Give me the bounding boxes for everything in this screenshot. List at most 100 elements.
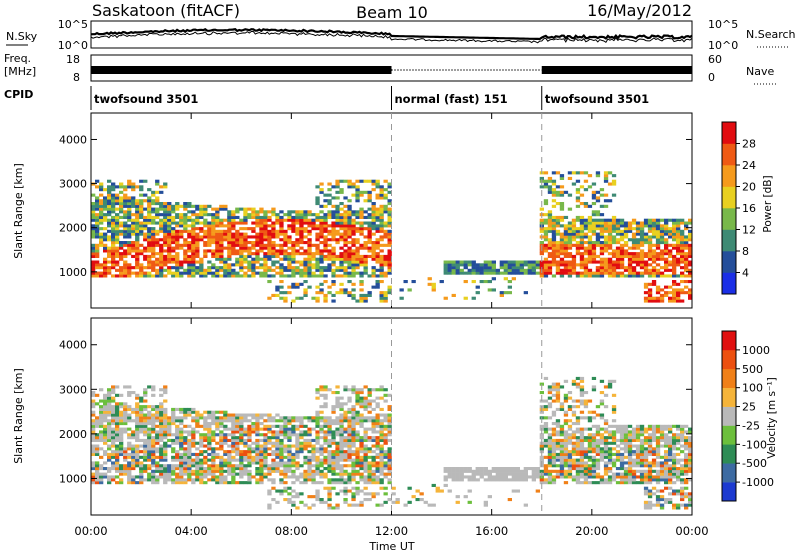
heatmap-cell	[191, 258, 195, 261]
heatmap-cell	[680, 247, 684, 250]
heatmap-cell	[520, 475, 524, 478]
heatmap-cell	[572, 445, 576, 448]
heatmap-cell	[548, 447, 552, 450]
heatmap-cell	[235, 210, 239, 213]
heatmap-cell	[376, 255, 380, 258]
heatmap-cell	[239, 442, 243, 445]
heatmap-cell	[131, 205, 135, 208]
heatmap-cell	[187, 430, 191, 433]
heatmap-cell	[167, 255, 171, 258]
heatmap-cell	[175, 235, 179, 238]
heatmap-cell	[564, 461, 568, 464]
heatmap-cell	[163, 456, 167, 459]
heatmap-cell	[99, 188, 103, 191]
heatmap-cell	[384, 450, 388, 453]
heatmap-cell	[203, 213, 207, 216]
heatmap-cell	[408, 501, 412, 504]
heatmap-cell	[163, 422, 167, 425]
heatmap-cell	[456, 470, 460, 473]
heatmap-cell	[223, 205, 227, 208]
heatmap-cell	[600, 205, 604, 208]
heatmap-cell	[139, 456, 143, 459]
heatmap-cell	[604, 171, 608, 174]
heatmap-cell	[616, 224, 620, 227]
heatmap-cell	[592, 450, 596, 453]
heatmap-cell	[327, 252, 331, 255]
heatmap-cell	[351, 391, 355, 394]
heatmap-cell	[556, 272, 560, 275]
heatmap-cell	[648, 283, 652, 286]
heatmap-cell	[568, 464, 572, 467]
heatmap-cell	[203, 272, 207, 275]
heatmap-cell	[291, 258, 295, 261]
heatmap-cell	[195, 252, 199, 255]
heatmap-cell	[131, 419, 135, 422]
heatmap-cell	[99, 219, 103, 222]
heatmap-cell	[359, 244, 363, 247]
heatmap-cell	[119, 210, 123, 213]
heatmap-cell	[568, 439, 572, 442]
heatmap-cell	[287, 430, 291, 433]
heatmap-cell	[652, 269, 656, 272]
heatmap-cell	[171, 233, 175, 236]
heatmap-cell	[283, 249, 287, 252]
heatmap-cell	[376, 388, 380, 391]
heatmap-cell	[668, 235, 672, 238]
heatmap-cell	[311, 473, 315, 476]
heatmap-cell	[275, 286, 279, 289]
heatmap-cell	[560, 216, 564, 219]
heatmap-cell	[139, 180, 143, 183]
heatmap-cell	[151, 422, 155, 425]
heatmap-cell	[584, 252, 588, 255]
heatmap-cell	[231, 473, 235, 476]
heatmap-cell	[668, 291, 672, 294]
heatmap-cell	[335, 481, 339, 484]
heatmap-cell	[335, 506, 339, 509]
heatmap-cell	[227, 269, 231, 272]
heatmap-cell	[115, 464, 119, 467]
heatmap-cell	[556, 263, 560, 266]
heatmap-cell	[364, 461, 368, 464]
heatmap-cell	[227, 235, 231, 238]
heatmap-cell	[648, 230, 652, 233]
heatmap-cell	[159, 274, 163, 277]
heatmap-cell	[271, 255, 275, 258]
heatmap-cell	[151, 436, 155, 439]
heatmap-cell	[384, 501, 388, 504]
heatmap-cell	[343, 258, 347, 261]
heatmap-cell	[343, 205, 347, 208]
heatmap-cell	[376, 419, 380, 422]
heatmap-cell	[556, 475, 560, 478]
heatmap-cell	[343, 272, 347, 275]
heatmap-cell	[323, 238, 327, 241]
heatmap-cell	[664, 274, 668, 277]
heatmap-cell	[564, 430, 568, 433]
heatmap-cell	[263, 224, 267, 227]
heatmap-cell	[291, 210, 295, 213]
heatmap-cell	[376, 436, 380, 439]
heatmap-cell	[372, 475, 376, 478]
heatmap-cell	[111, 233, 115, 236]
heatmap-cell	[275, 294, 279, 297]
heatmap-cell	[351, 263, 355, 266]
heatmap-cell	[291, 286, 295, 289]
heatmap-cell	[155, 263, 159, 266]
heatmap-cell	[143, 391, 147, 394]
heatmap-cell	[155, 430, 159, 433]
heatmap-cell	[368, 475, 372, 478]
heatmap-cell	[115, 216, 119, 219]
heatmap-cell	[223, 235, 227, 238]
heatmap-cell	[271, 430, 275, 433]
heatmap-cell	[91, 247, 95, 250]
heatmap-cell	[588, 269, 592, 272]
heatmap-cell	[572, 272, 576, 275]
heatmap-cell	[235, 464, 239, 467]
heatmap-cell	[612, 180, 616, 183]
heatmap-cell	[215, 233, 219, 236]
heatmap-cell	[215, 467, 219, 470]
heatmap-cell	[343, 213, 347, 216]
heatmap-cell	[335, 450, 339, 453]
heatmap-cell	[171, 230, 175, 233]
heatmap-cell	[263, 219, 267, 222]
heatmap-cell	[339, 430, 343, 433]
